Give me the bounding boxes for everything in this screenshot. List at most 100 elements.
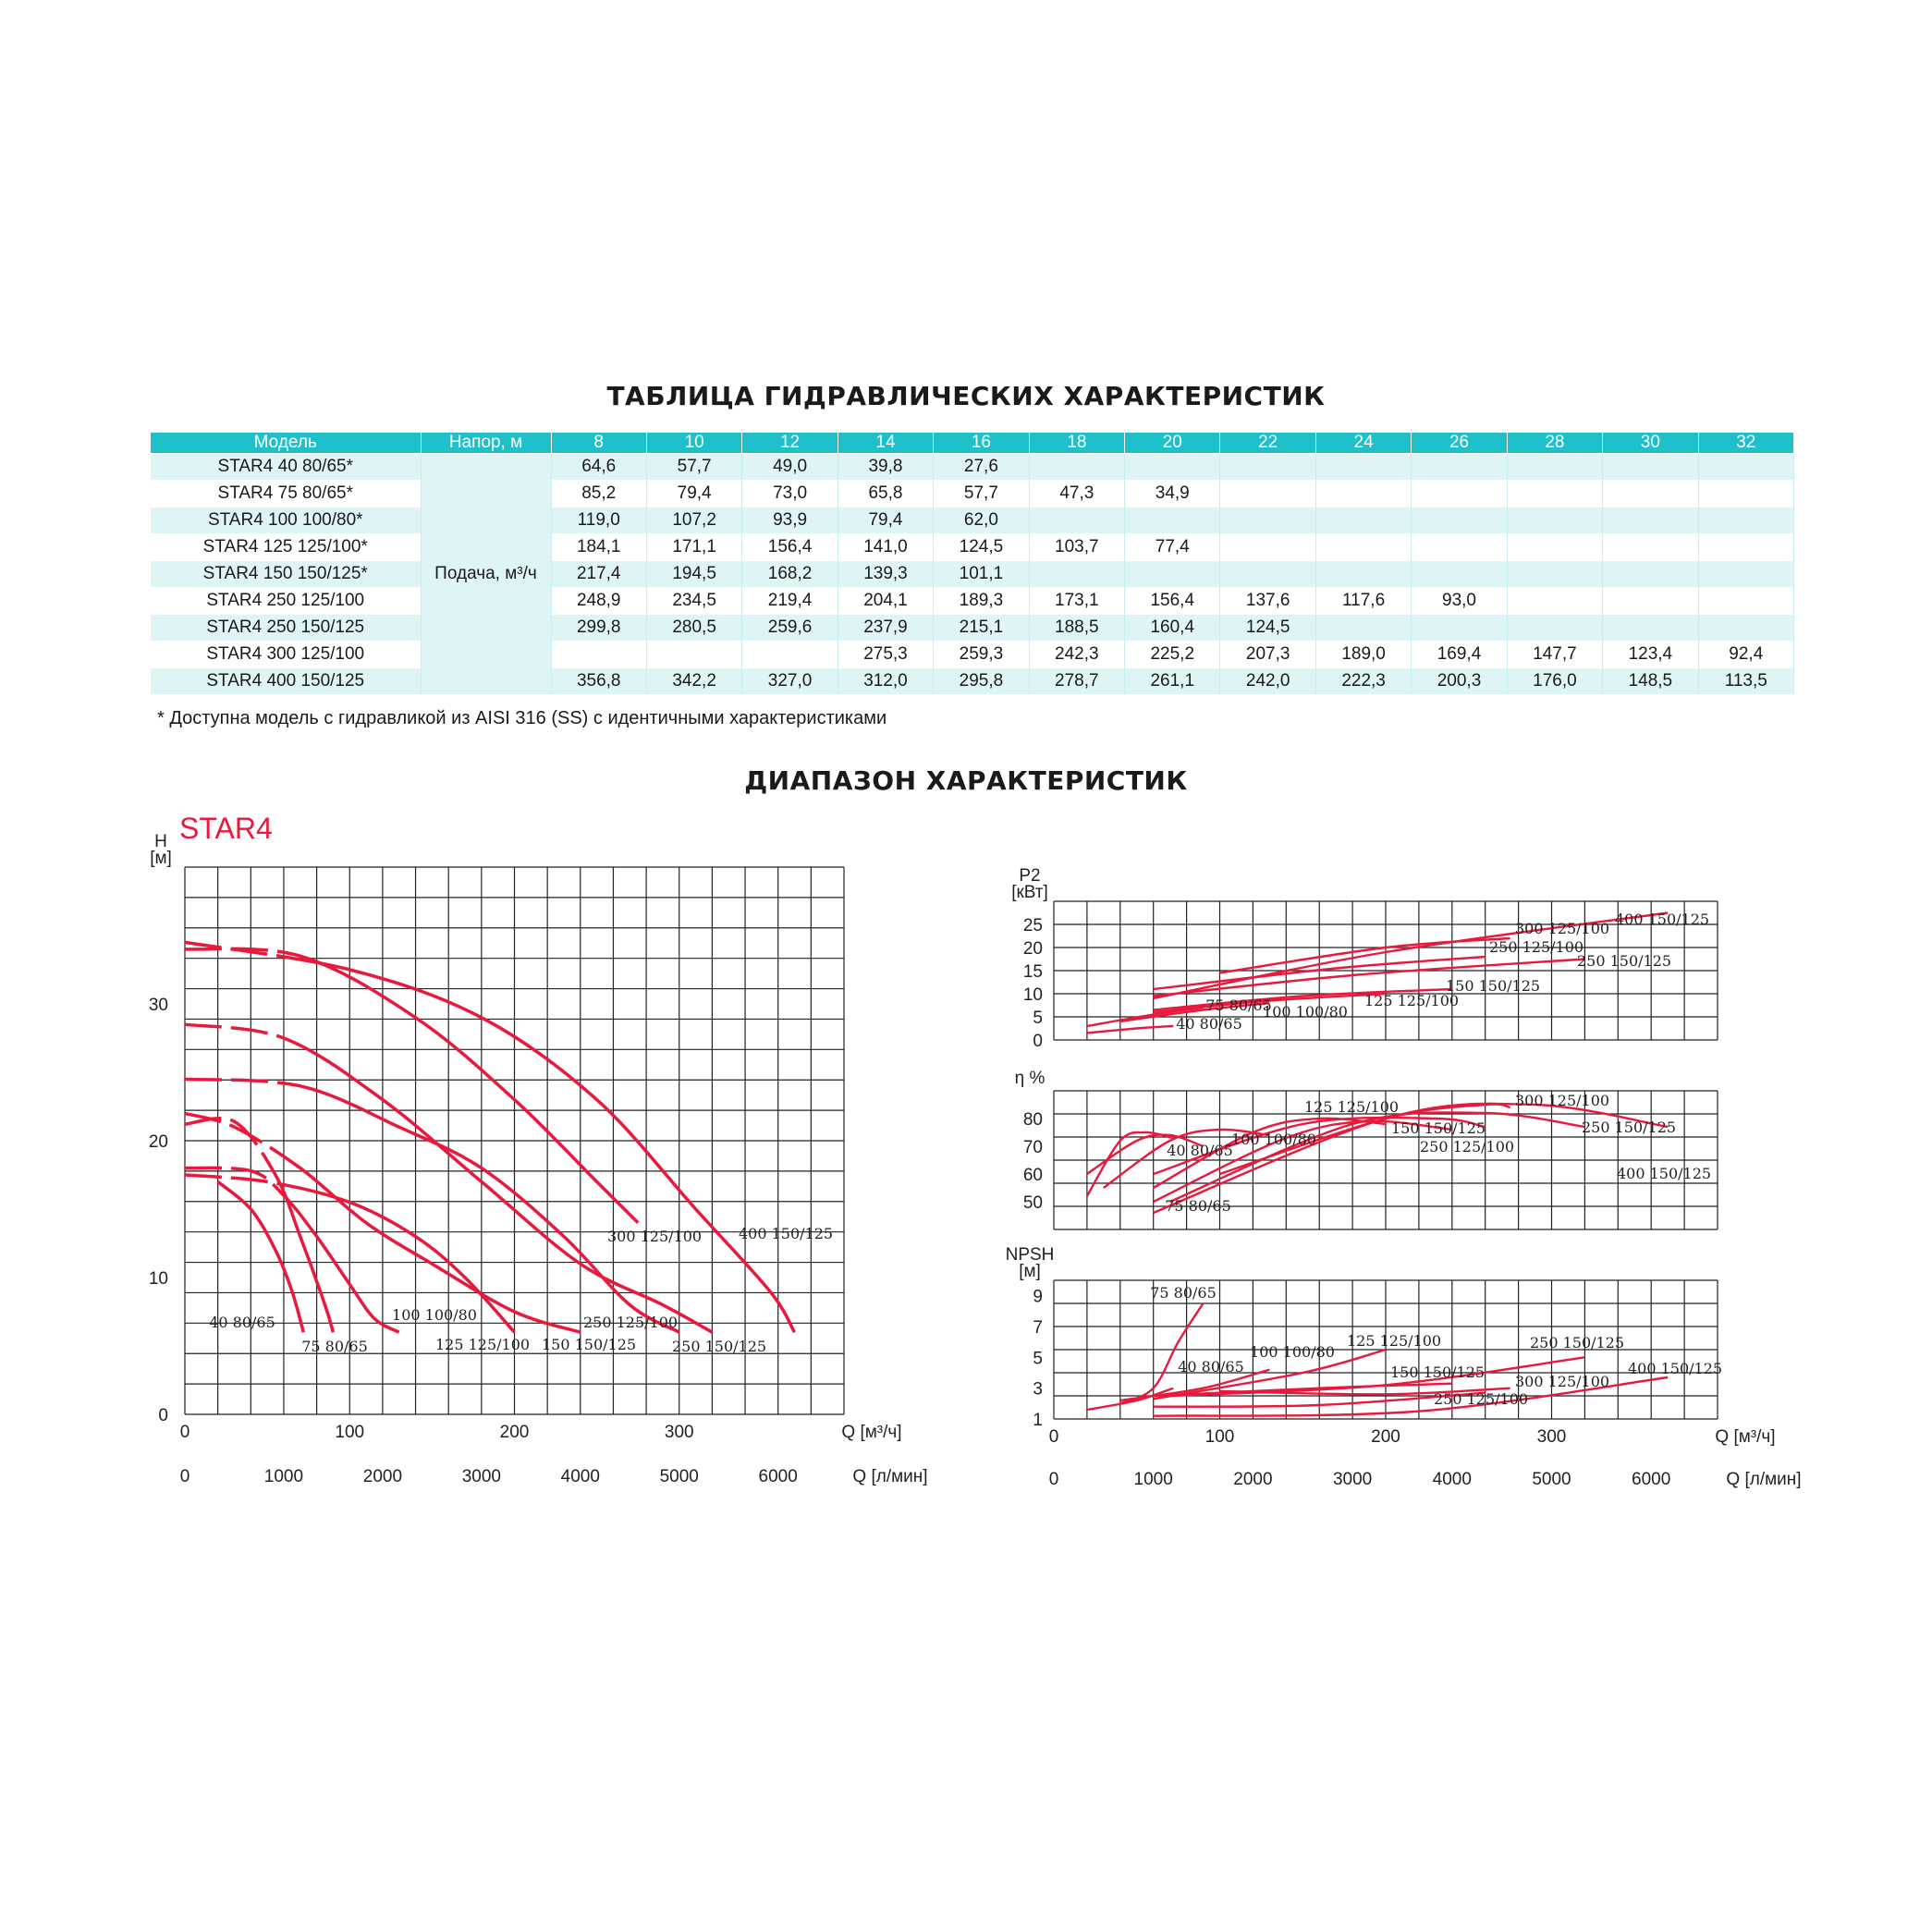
head-header: Напор, м <box>421 433 552 454</box>
curve-300-125-100 <box>1219 936 1510 974</box>
x2-tick-label: 0 <box>1049 1470 1059 1489</box>
model-cell: STAR4 75 80/65* <box>151 480 422 507</box>
curve-label: 250 125/100 <box>1434 1390 1528 1408</box>
curve-label: 125 125/100 <box>1304 1098 1399 1116</box>
curve-100-100-80 <box>1119 1368 1270 1402</box>
flow-value-cell <box>1411 560 1508 588</box>
head-value: 32 <box>1698 433 1795 454</box>
table-row: STAR4 100 100/80* 119,0 107,2 93,9 79,4 62,0 <box>151 507 1795 534</box>
curve-250-150-125 <box>184 1022 714 1334</box>
curve-label: 100 100/80 <box>392 1306 477 1324</box>
model-cell: STAR4 250 125/100 <box>151 587 422 615</box>
flow-value-cell <box>1315 480 1412 507</box>
flow-value-cell: 156,4 <box>1124 587 1221 615</box>
head-value: 8 <box>551 433 647 454</box>
curve-300-125-100 <box>184 947 640 1225</box>
curve-label: 400 150/125 <box>739 1225 833 1242</box>
flow-value-cell: 77,4 <box>1124 533 1221 561</box>
flow-value-cell: 259,6 <box>741 614 838 642</box>
curve-label: 300 125/100 <box>607 1228 702 1245</box>
curve-label: 250 150/125 <box>1582 1119 1676 1136</box>
flow-value-cell: 79,4 <box>646 480 743 507</box>
flow-value-cell: 49,0 <box>741 453 838 481</box>
flow-value-cell: 124,5 <box>933 533 1030 561</box>
curve-400-150-125 <box>1153 1102 1669 1215</box>
x2-tick-label: 4000 <box>561 1467 600 1486</box>
curve-150-150-125 <box>1153 987 1452 1011</box>
curve-400-150-125 <box>184 940 797 1334</box>
flow-label-cell: Подача, м³/ч <box>421 453 552 694</box>
flow-value-cell: 295,8 <box>933 667 1030 694</box>
y-tick-label: 9 <box>1033 1288 1043 1307</box>
flow-value-cell: 280,5 <box>646 614 743 642</box>
flow-value-cell: 34,9 <box>1124 480 1221 507</box>
table-row: STAR4 250 150/125 299,8 280,5 259,6 237,9 215… <box>151 614 1795 642</box>
curve-label: 75 80/65 <box>1150 1284 1217 1302</box>
range-title: ДИАПАЗОН ХАРАКТЕРИСТИК <box>744 765 1188 796</box>
curve-75-80-65 <box>184 1117 336 1333</box>
curve-125-125-100 <box>1153 1117 1387 1190</box>
flow-value-cell <box>1029 560 1126 588</box>
flow-value-cell: 124,5 <box>1219 614 1316 642</box>
y-tick-label: 20 <box>1023 939 1043 959</box>
model-cell: STAR4 250 150/125 <box>151 614 422 642</box>
x2-tick-label: 6000 <box>759 1467 798 1486</box>
curve-100-100-80 <box>184 1166 400 1334</box>
y-tick-label: 0 <box>1033 1032 1043 1051</box>
flow-value-cell: 217,4 <box>551 560 647 588</box>
x2-tick-label: 5000 <box>660 1467 699 1486</box>
flow-value-cell <box>1507 560 1604 588</box>
flow-value-cell <box>1411 614 1508 642</box>
curve-label: 300 125/100 <box>1515 1373 1609 1390</box>
flow-value-cell <box>1602 507 1699 534</box>
curve-label: 100 100/80 <box>1263 1003 1348 1021</box>
curve-label: 125 125/100 <box>1364 992 1459 1009</box>
curve-label: 400 150/125 <box>1615 911 1709 928</box>
curve-label: 250 150/125 <box>1577 952 1671 970</box>
flow-value-cell <box>1698 480 1795 507</box>
flow-value-cell <box>1602 480 1699 507</box>
curve-label: 125 125/100 <box>1347 1332 1441 1350</box>
flow-value-cell: 39,8 <box>838 453 935 481</box>
curve-label: 40 80/65 <box>1176 1015 1242 1033</box>
flow-value-cell: 207,3 <box>1219 641 1316 668</box>
x2-tick-label: 3000 <box>462 1467 501 1486</box>
curve-label: 125 125/100 <box>435 1336 530 1353</box>
head-value: 30 <box>1602 433 1699 454</box>
y-tick-label: 25 <box>1023 916 1043 935</box>
y-tick-label: 10 <box>149 1269 168 1289</box>
curve-100-100-80 <box>1119 1001 1270 1023</box>
brand-label: STAR4 <box>179 812 273 845</box>
curve-250-150-125 <box>1169 1356 1585 1398</box>
y-tick-label: 5 <box>1033 1009 1043 1028</box>
flow-value-cell <box>1602 587 1699 615</box>
model-cell: STAR4 300 125/100 <box>151 641 422 668</box>
y-tick-label: 5 <box>1033 1349 1043 1368</box>
flow-value-cell: 113,5 <box>1698 667 1795 694</box>
flow-value-cell: 312,0 <box>838 667 935 694</box>
curve-label: 100 100/80 <box>1231 1131 1316 1148</box>
flow-value-cell <box>1219 453 1316 481</box>
head-value: 24 <box>1315 433 1412 454</box>
flow-value-cell <box>1124 560 1221 588</box>
y-axis-title: P2 <box>1019 866 1040 886</box>
flow-value-cell <box>1602 453 1699 481</box>
curve-label: 40 80/65 <box>209 1314 275 1331</box>
curve-label: 250 125/100 <box>1420 1138 1514 1156</box>
curve-250-150-125 <box>1153 958 1585 997</box>
flow-value-cell: 188,5 <box>1029 614 1126 642</box>
flow-value-cell: 299,8 <box>551 614 647 642</box>
model-header: Модель <box>151 433 422 454</box>
curve-400-150-125 <box>1153 911 1669 1000</box>
head-value: 16 <box>933 433 1030 454</box>
flow-value-cell: 73,0 <box>741 480 838 507</box>
curve-250-125-100 <box>1153 1116 1486 1176</box>
flow-value-cell <box>1219 480 1316 507</box>
flow-value-cell: 261,1 <box>1124 667 1221 694</box>
flow-value-cell <box>1507 507 1604 534</box>
x2-tick-label: 2000 <box>363 1467 402 1486</box>
y-tick-label: 20 <box>149 1132 168 1152</box>
curve-label: 150 150/125 <box>1446 977 1540 995</box>
model-cell: STAR4 400 150/125 <box>151 667 422 694</box>
curve-400-150-125 <box>1153 1376 1669 1417</box>
